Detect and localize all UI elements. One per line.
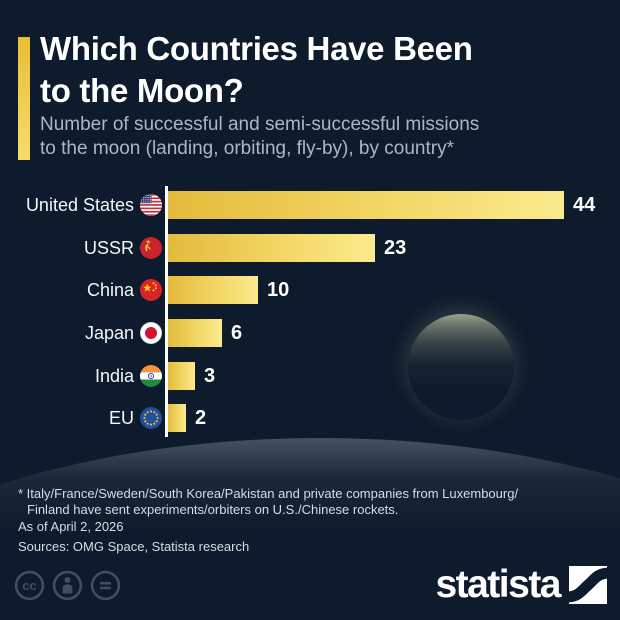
value-label: 6 [231, 322, 243, 344]
attribution-icon[interactable] [52, 570, 83, 601]
planet-horizon-graphic [0, 438, 620, 620]
flag-japan-icon [140, 322, 162, 344]
flag-ussr-icon [140, 237, 162, 259]
category-label: China [86, 280, 134, 300]
category-label: USSR [83, 238, 134, 258]
value-label: 44 [573, 194, 596, 216]
chart-row: India 3 [0, 362, 620, 390]
value-label: 23 [384, 237, 407, 259]
value-label: 2 [195, 407, 207, 429]
as-of-date: As of April 2, 2026 [18, 519, 124, 534]
title-line-1: Which Countries Have Been [40, 30, 473, 67]
chart-row: USSR 23 [0, 234, 620, 262]
flag-eu-icon [140, 407, 162, 429]
bar-india [168, 362, 195, 390]
category-label: Japan [84, 323, 134, 343]
footnote-line-1: * Italy/France/Sweden/South Korea/Pakist… [18, 486, 519, 501]
cc-icon[interactable]: cc [14, 570, 45, 601]
flag-us-icon [140, 194, 162, 216]
category-label: United States [25, 195, 134, 215]
flag-india-icon [140, 365, 162, 387]
chart-row: Japan 6 [0, 319, 620, 347]
value-label: 10 [267, 279, 290, 301]
title-accent-bar [18, 37, 30, 160]
moon-graphic [408, 314, 514, 420]
page-title: Which Countries Have Been to the Moon? [40, 28, 473, 112]
page-subtitle: Number of successful and semi-successful… [40, 113, 479, 161]
statista-wordmark: statista [435, 563, 561, 606]
chart-row: EU 2 [0, 404, 620, 432]
footnote-line-2: Finland have sent experiments/orbiters o… [27, 502, 399, 517]
statista-logo: statista [435, 565, 607, 605]
flag-china-icon [140, 279, 162, 301]
title-line-2: to the Moon? [40, 72, 244, 109]
value-label: 3 [204, 365, 216, 387]
bar-us [168, 191, 564, 219]
bar-eu [168, 404, 186, 432]
bar-ussr [168, 234, 375, 262]
svg-text:cc: cc [22, 578, 36, 593]
sources-line: Sources: OMG Space, Statista research [18, 539, 250, 554]
bar-china [168, 276, 258, 304]
statista-mark-icon [569, 566, 607, 604]
subtitle-line-1: Number of successful and semi-successful… [40, 114, 480, 135]
chart-axis-line [165, 186, 168, 437]
license-badges[interactable]: cc [14, 570, 121, 601]
chart-row: United States 44 [0, 191, 620, 219]
subtitle-line-2: to the moon (landing, orbiting, fly-by),… [40, 138, 454, 159]
chart-row: China 10 [0, 276, 620, 304]
bar-japan [168, 319, 222, 347]
category-label: India [94, 366, 134, 386]
no-derivatives-icon[interactable] [90, 570, 121, 601]
category-label: EU [108, 408, 134, 428]
